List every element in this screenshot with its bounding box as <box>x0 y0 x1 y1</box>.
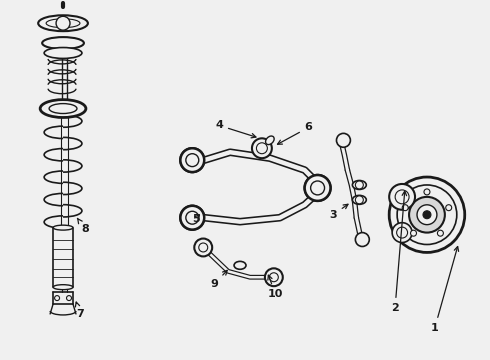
Circle shape <box>337 133 350 147</box>
Ellipse shape <box>40 100 86 117</box>
Text: 8: 8 <box>77 219 89 234</box>
Circle shape <box>395 190 409 204</box>
Circle shape <box>186 211 199 224</box>
Ellipse shape <box>53 285 73 290</box>
Text: 1: 1 <box>431 247 459 333</box>
Circle shape <box>392 223 412 243</box>
Circle shape <box>186 154 199 167</box>
Ellipse shape <box>44 48 82 58</box>
Text: 9: 9 <box>210 270 227 289</box>
Circle shape <box>355 196 363 204</box>
Text: 10: 10 <box>268 275 283 299</box>
Circle shape <box>252 138 272 158</box>
Circle shape <box>355 233 369 247</box>
Text: 2: 2 <box>391 191 407 313</box>
Circle shape <box>305 175 331 201</box>
Circle shape <box>305 175 331 201</box>
Circle shape <box>180 148 204 172</box>
Circle shape <box>199 243 208 252</box>
Circle shape <box>195 239 212 256</box>
Text: 7: 7 <box>75 302 84 319</box>
Circle shape <box>186 154 199 167</box>
Circle shape <box>402 205 408 211</box>
Circle shape <box>180 148 204 172</box>
Circle shape <box>265 268 283 286</box>
Ellipse shape <box>352 180 367 189</box>
Circle shape <box>186 211 199 224</box>
Text: 5: 5 <box>192 214 200 224</box>
Circle shape <box>270 273 278 282</box>
Text: 4: 4 <box>215 120 256 138</box>
Ellipse shape <box>234 261 246 269</box>
Ellipse shape <box>266 136 274 145</box>
Circle shape <box>56 16 70 30</box>
Circle shape <box>180 206 204 230</box>
Ellipse shape <box>49 104 77 113</box>
Text: 6: 6 <box>277 122 313 144</box>
Circle shape <box>446 205 452 211</box>
Circle shape <box>397 185 457 244</box>
Circle shape <box>389 177 465 252</box>
Text: 3: 3 <box>329 204 348 220</box>
Circle shape <box>411 230 416 236</box>
Ellipse shape <box>38 15 88 31</box>
Circle shape <box>409 197 445 233</box>
Ellipse shape <box>42 37 84 49</box>
Circle shape <box>389 184 415 210</box>
Ellipse shape <box>46 19 80 28</box>
Circle shape <box>311 181 324 195</box>
Circle shape <box>256 143 268 154</box>
Circle shape <box>438 230 443 236</box>
Circle shape <box>396 227 408 238</box>
Circle shape <box>424 189 430 195</box>
Circle shape <box>311 181 324 195</box>
Ellipse shape <box>352 195 367 204</box>
Circle shape <box>355 181 363 189</box>
Ellipse shape <box>53 225 73 230</box>
Circle shape <box>417 205 437 225</box>
Circle shape <box>180 206 204 230</box>
Circle shape <box>423 211 431 219</box>
